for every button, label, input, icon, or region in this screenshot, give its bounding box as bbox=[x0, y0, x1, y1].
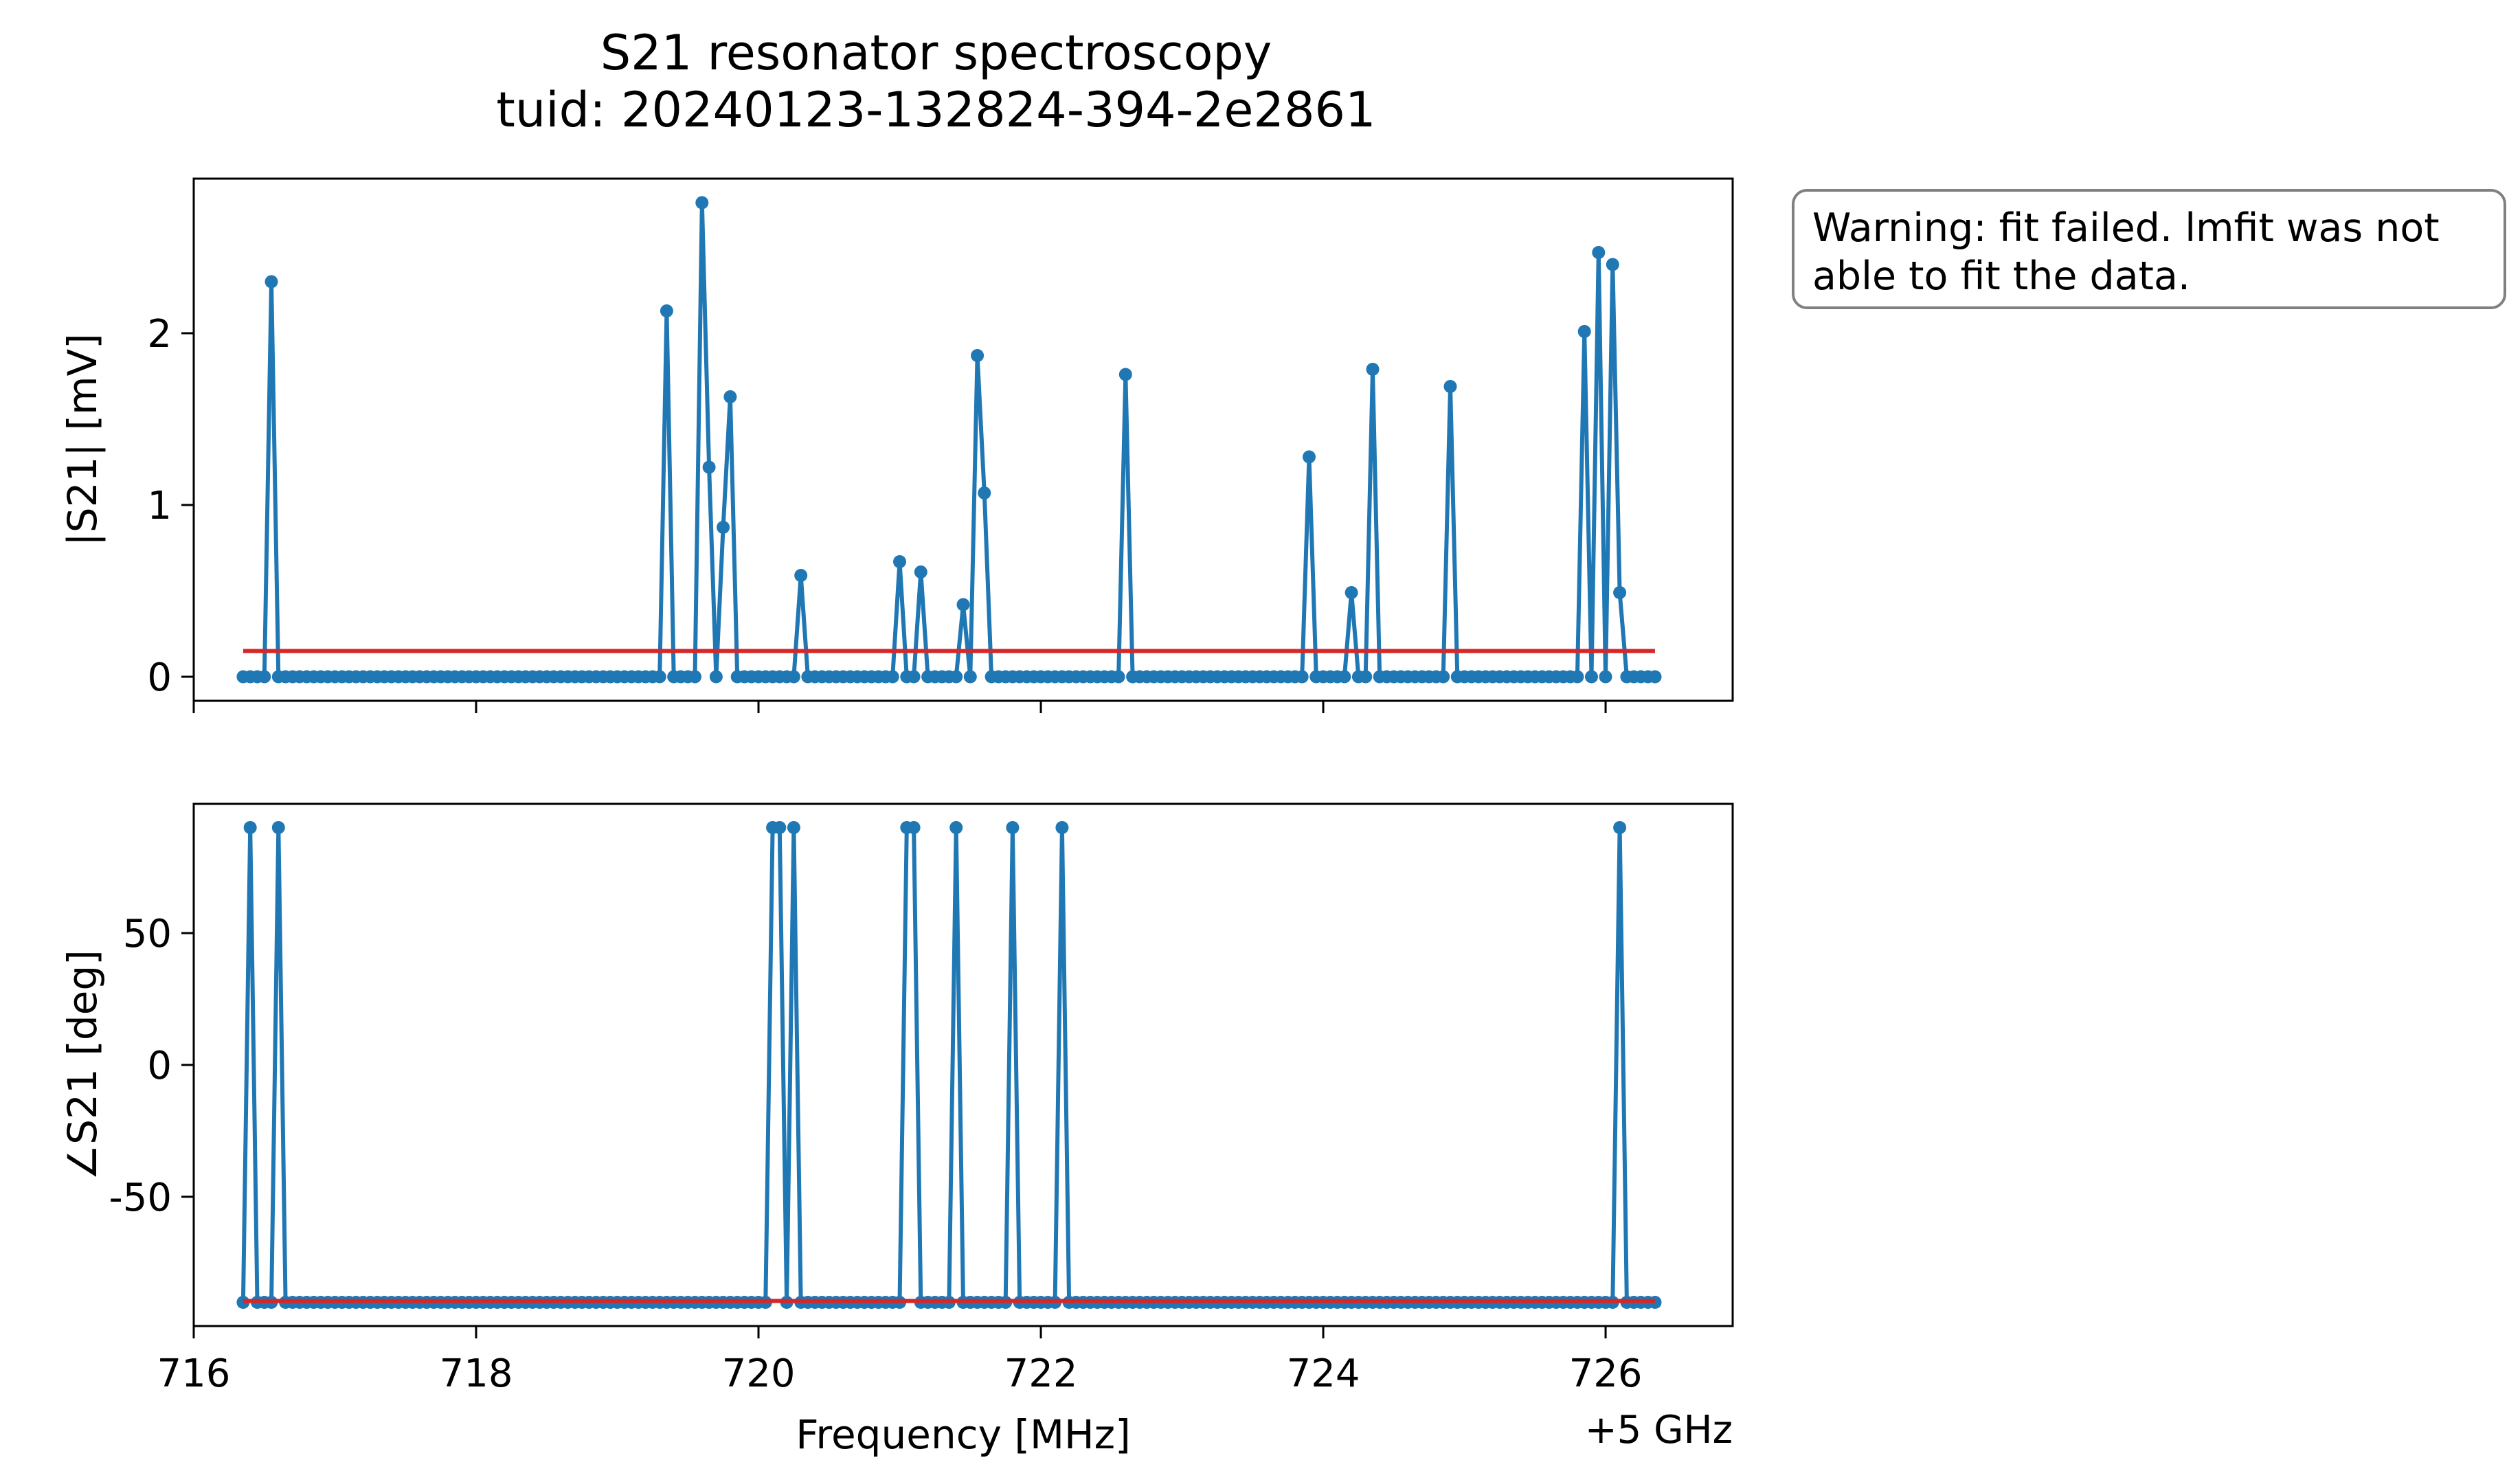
x-axis-label: Frequency [MHz] bbox=[796, 1411, 1130, 1458]
data-point bbox=[949, 821, 963, 834]
y-axis-label: |S21| [mV] bbox=[59, 333, 106, 546]
y-tick-label: 2 bbox=[147, 312, 172, 357]
magnitude-axes: 0 1 2 |S21| [mV] bbox=[59, 177, 1734, 713]
data-point bbox=[949, 670, 963, 684]
warning-text-line-2: able to fit the data. bbox=[1812, 254, 2191, 299]
x-tick-label: 716 bbox=[157, 1351, 231, 1396]
data-point bbox=[794, 569, 808, 582]
data-point bbox=[695, 196, 709, 210]
data-point bbox=[243, 821, 257, 834]
data-point bbox=[271, 821, 285, 834]
data-point bbox=[717, 521, 730, 534]
data-point bbox=[893, 555, 906, 568]
data-point bbox=[265, 275, 278, 289]
data-point bbox=[1006, 821, 1020, 834]
data-point bbox=[1338, 670, 1351, 684]
data-point bbox=[653, 670, 666, 684]
x-tick-label: 724 bbox=[1287, 1351, 1360, 1396]
data-point bbox=[1571, 670, 1584, 684]
data-point bbox=[1599, 670, 1612, 684]
x-tick-label: 718 bbox=[440, 1351, 513, 1396]
data-point bbox=[1437, 670, 1450, 684]
data-point bbox=[1112, 670, 1125, 684]
data-point bbox=[1055, 821, 1069, 834]
data-point bbox=[1118, 368, 1132, 381]
data-point bbox=[1613, 821, 1627, 834]
data-point bbox=[1577, 325, 1591, 338]
data-point bbox=[1592, 246, 1606, 259]
data-series-line bbox=[240, 825, 1655, 1305]
data-point bbox=[1366, 363, 1380, 376]
data-point bbox=[1613, 586, 1627, 599]
data-point bbox=[914, 565, 927, 579]
data-point bbox=[702, 460, 716, 474]
data-point bbox=[1303, 450, 1316, 464]
data-point bbox=[1443, 380, 1457, 393]
data-point bbox=[971, 349, 985, 362]
data-point bbox=[787, 670, 800, 684]
data-point bbox=[787, 821, 800, 834]
data-point bbox=[963, 670, 977, 684]
data-point bbox=[1359, 670, 1373, 684]
x-axis-offset-label: +5 GHz bbox=[1585, 1408, 1733, 1452]
data-point bbox=[978, 486, 991, 499]
data-point bbox=[886, 670, 899, 684]
data-point bbox=[1606, 258, 1619, 271]
data-point bbox=[773, 821, 787, 834]
data-point bbox=[258, 670, 271, 684]
data-point bbox=[1345, 586, 1358, 599]
x-tick-label: 722 bbox=[1004, 1351, 1078, 1396]
data-point bbox=[956, 598, 970, 611]
data-point bbox=[688, 670, 701, 684]
x-tick-label: 720 bbox=[722, 1351, 796, 1396]
data-point bbox=[1648, 670, 1662, 684]
data-point bbox=[1295, 670, 1309, 684]
y-tick-label: 1 bbox=[147, 484, 172, 528]
data-point bbox=[709, 670, 723, 684]
y-tick-label: -50 bbox=[109, 1176, 172, 1220]
phase-axes: 716 718 720 722 724 726 50 0 -50∠S21 [deg] Freque… bbox=[59, 802, 1734, 1458]
data-point bbox=[723, 390, 737, 403]
fit-warning-box: Warning: fit failed. lmfit was not able … bbox=[1792, 189, 2506, 309]
chart-subtitle-tuid: tuid: 20240123-132824-394-2e2861 bbox=[496, 82, 1376, 138]
warning-text-line-1: Warning: fit failed. lmfit was not bbox=[1812, 205, 2440, 251]
x-tick-label: 726 bbox=[1569, 1351, 1643, 1396]
data-series-line bbox=[243, 201, 1655, 679]
data-point bbox=[660, 304, 673, 317]
y-tick-label: 50 bbox=[123, 912, 172, 956]
data-point bbox=[907, 670, 921, 684]
axes-frame bbox=[192, 177, 1734, 702]
data-point bbox=[1585, 670, 1598, 684]
y-axis-label: ∠S21 [deg] bbox=[59, 950, 106, 1180]
y-tick-label: 0 bbox=[147, 655, 172, 700]
y-tick-label: 0 bbox=[147, 1044, 172, 1088]
data-point bbox=[907, 821, 921, 834]
chart-title: S21 resonator spectroscopy bbox=[600, 25, 1272, 81]
